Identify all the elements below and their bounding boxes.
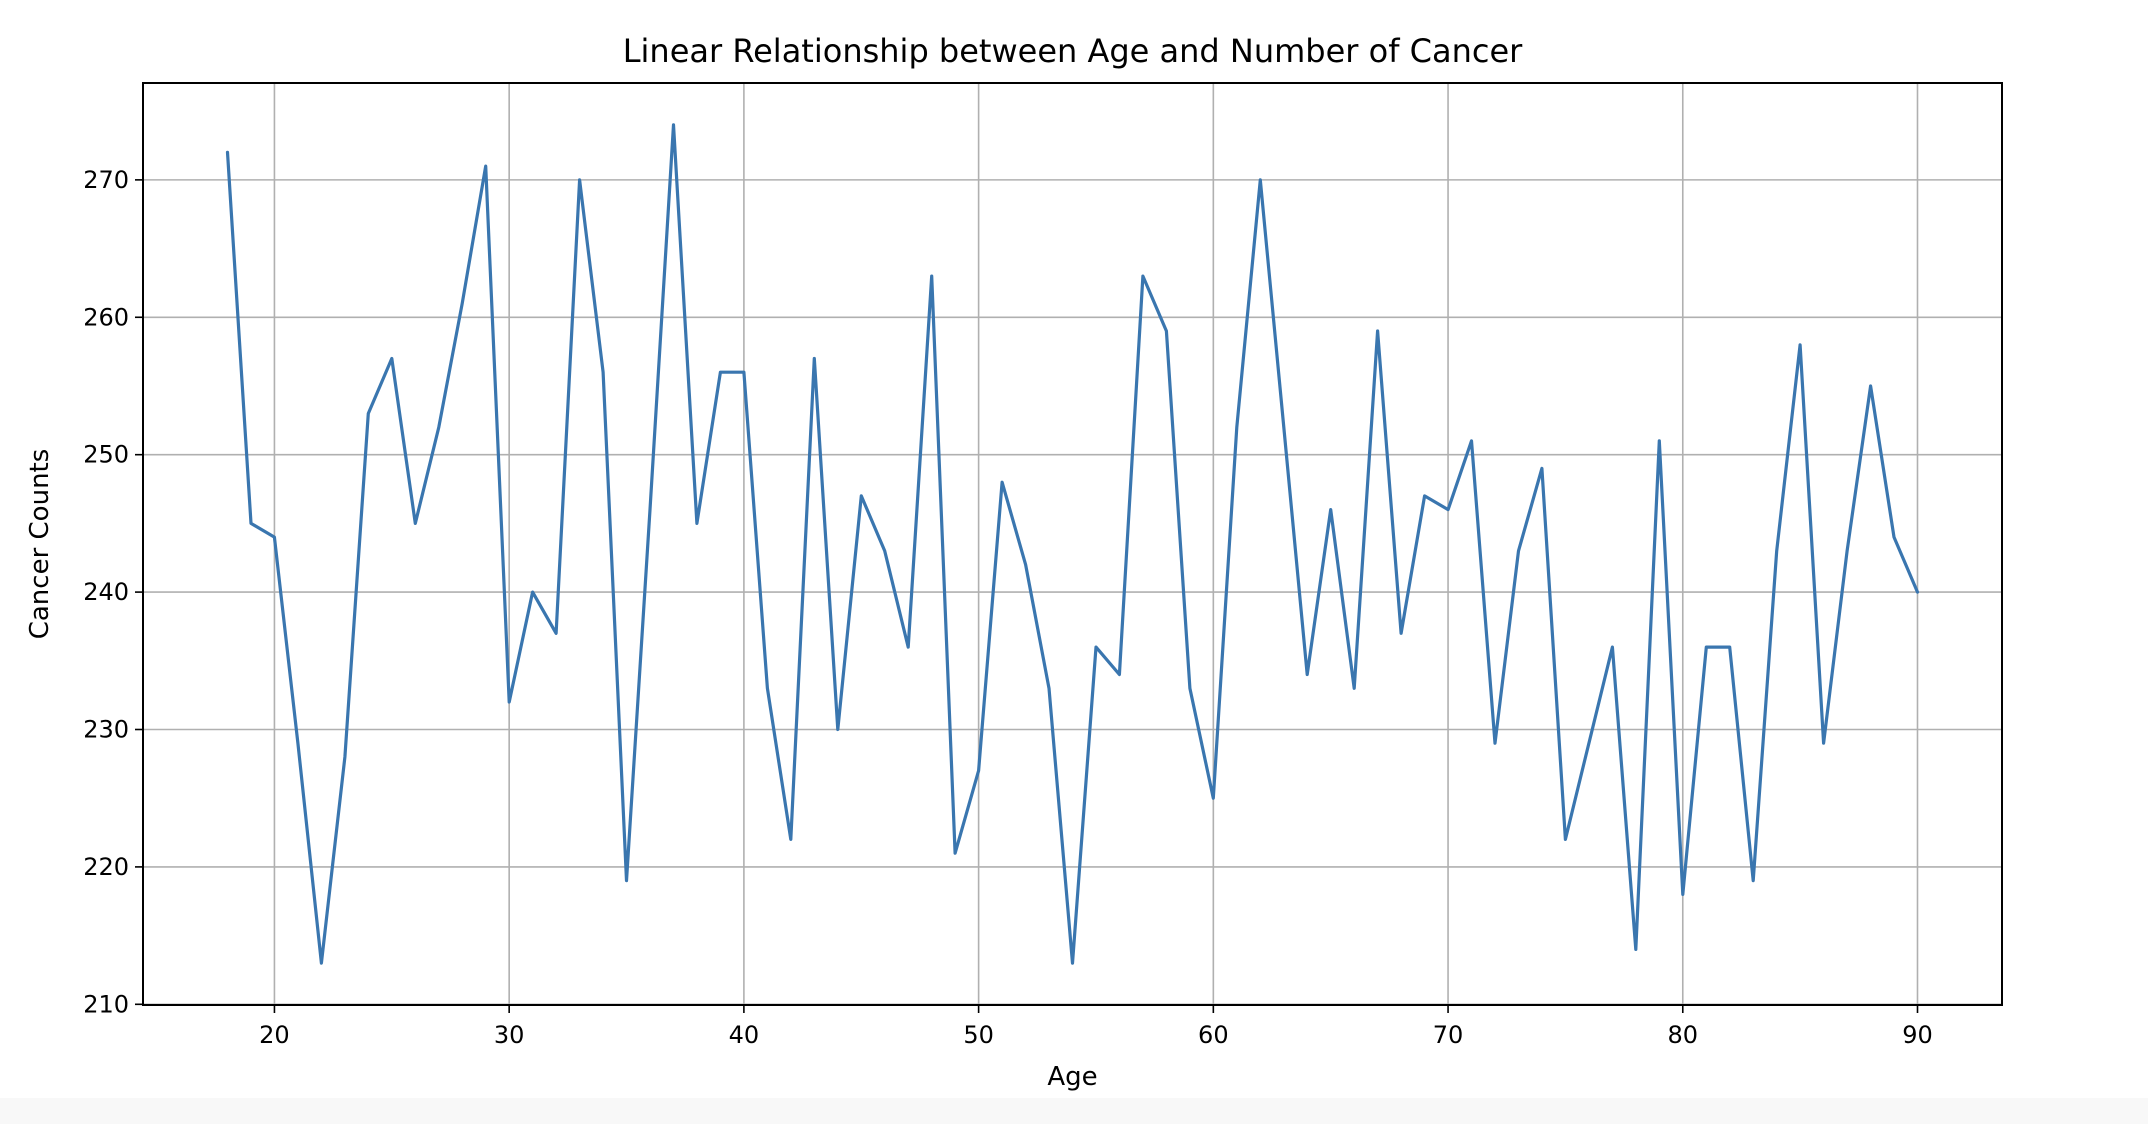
x-tick-label: 90 <box>1902 1021 1933 1049</box>
y-tick-label: 250 <box>83 441 129 469</box>
y-axis-title: Cancer Counts <box>25 449 55 640</box>
y-tick-label: 240 <box>83 578 129 606</box>
y-tick-label: 230 <box>83 715 129 743</box>
series-line <box>225 123 1920 965</box>
y-tick-label: 270 <box>83 166 129 194</box>
x-tick-label: 50 <box>963 1021 994 1049</box>
y-tick-label: 260 <box>83 303 129 331</box>
chart-title: Linear Relationship between Age and Numb… <box>623 32 1523 70</box>
x-tick-label: 60 <box>1198 1021 1229 1049</box>
window-bottom-bar <box>0 1098 2148 1124</box>
y-tick-label: 210 <box>83 990 129 1018</box>
x-tick-label: 70 <box>1433 1021 1464 1049</box>
x-tick-label: 20 <box>259 1021 290 1049</box>
x-tick-label: 80 <box>1668 1021 1699 1049</box>
axes-frame <box>142 82 2003 1006</box>
x-tick-label: 40 <box>729 1021 760 1049</box>
x-tick-label: 30 <box>494 1021 525 1049</box>
y-tick-label: 220 <box>83 853 129 881</box>
axis-ticks: 20 30 40 50 60 70 80 90 210 220 230 240 250 260 270 <box>83 166 1933 1049</box>
plot-area <box>225 123 1920 965</box>
x-axis-title: Age <box>1047 1062 1097 1092</box>
